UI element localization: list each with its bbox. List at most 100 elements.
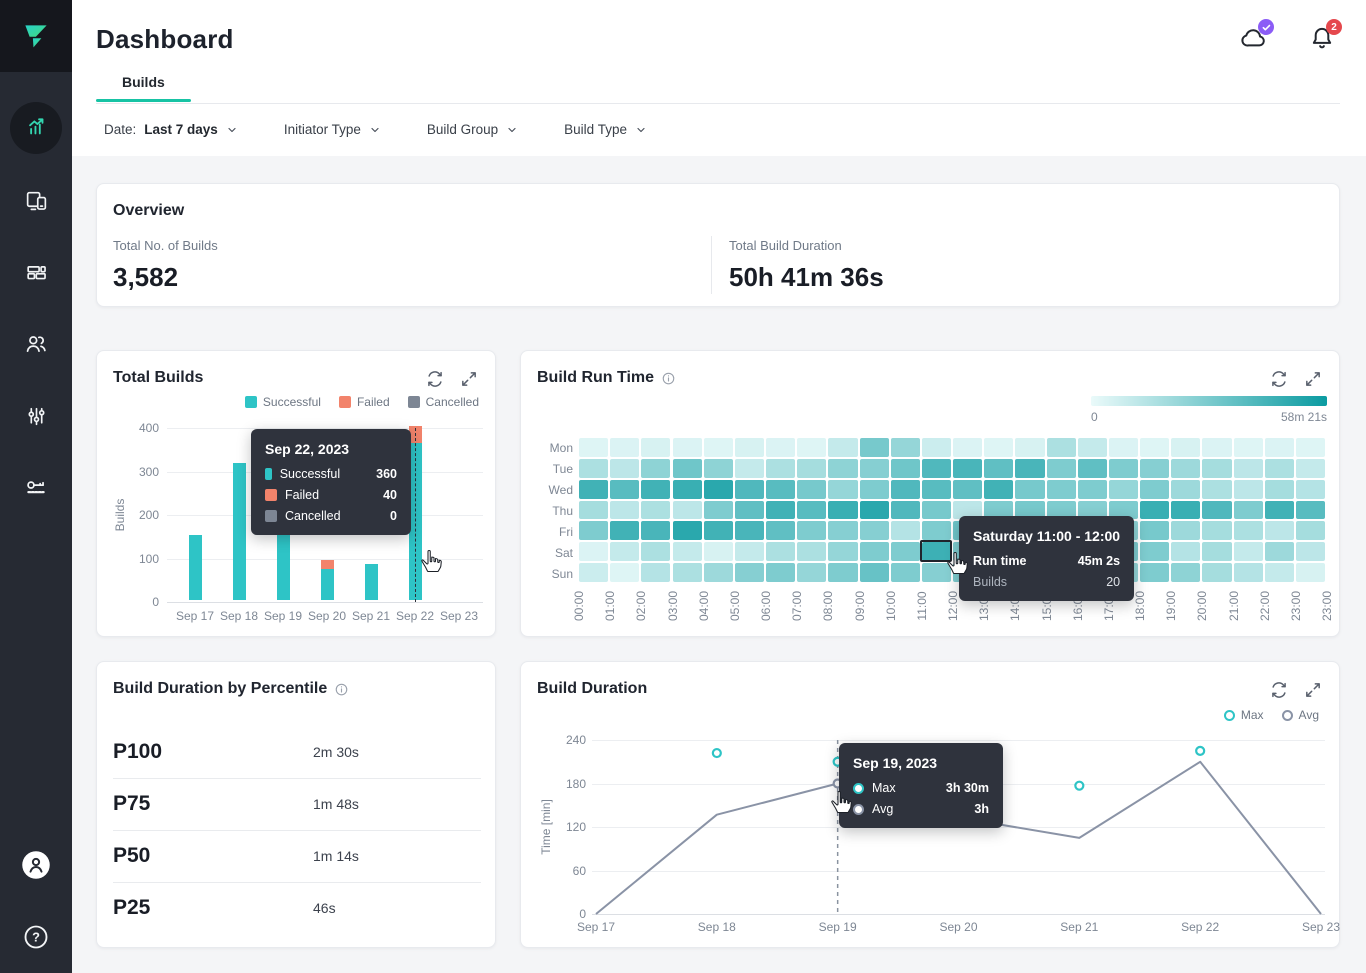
heat-cell[interactable] bbox=[579, 521, 609, 541]
heat-cell[interactable] bbox=[859, 479, 889, 499]
heat-cell[interactable] bbox=[703, 542, 733, 562]
max-point[interactable] bbox=[711, 747, 722, 759]
heat-cell[interactable] bbox=[1264, 542, 1294, 562]
max-point[interactable] bbox=[1074, 780, 1085, 791]
heat-cell[interactable] bbox=[641, 542, 671, 562]
heat-cell[interactable] bbox=[797, 458, 827, 478]
heat-cell[interactable] bbox=[703, 563, 733, 583]
heat-cell[interactable] bbox=[734, 458, 765, 478]
expand-icon[interactable] bbox=[459, 369, 479, 389]
heat-cell[interactable] bbox=[1295, 542, 1326, 562]
heat-cell[interactable] bbox=[579, 542, 609, 562]
heat-cell[interactable] bbox=[766, 438, 796, 457]
heat-cell[interactable] bbox=[921, 500, 952, 520]
heat-cell[interactable] bbox=[797, 479, 827, 499]
heat-cell[interactable] bbox=[984, 479, 1014, 499]
heat-cell[interactable] bbox=[890, 438, 920, 457]
heat-cell[interactable] bbox=[1171, 542, 1201, 562]
heat-cell[interactable] bbox=[1140, 500, 1170, 520]
heat-cell[interactable] bbox=[1108, 500, 1139, 520]
heat-cell[interactable] bbox=[672, 479, 702, 499]
filter-build-group[interactable]: Build Group bbox=[427, 122, 518, 137]
heat-cell[interactable] bbox=[1015, 500, 1045, 520]
heat-cell[interactable] bbox=[859, 542, 889, 562]
heat-cell[interactable] bbox=[797, 563, 827, 583]
heat-cell[interactable] bbox=[1171, 438, 1201, 457]
tab-builds[interactable]: Builds bbox=[96, 74, 191, 102]
heat-cell[interactable] bbox=[859, 438, 889, 457]
heat-cell[interactable] bbox=[1046, 458, 1076, 478]
bar-segment-failed[interactable] bbox=[320, 560, 334, 569]
heat-cell[interactable] bbox=[1046, 479, 1076, 499]
refresh-icon[interactable] bbox=[425, 369, 445, 389]
expand-icon[interactable] bbox=[1303, 369, 1323, 389]
heat-cell[interactable] bbox=[1077, 500, 1107, 520]
heat-cell[interactable] bbox=[1171, 521, 1201, 541]
heat-cell[interactable] bbox=[890, 500, 920, 520]
heat-cell[interactable] bbox=[1202, 500, 1232, 520]
heat-cell[interactable] bbox=[1233, 458, 1263, 478]
heat-cell[interactable] bbox=[1077, 479, 1107, 499]
heat-cell[interactable] bbox=[672, 563, 702, 583]
heat-cell[interactable] bbox=[984, 500, 1014, 520]
heat-cell[interactable] bbox=[828, 500, 858, 520]
sidebar-item-api-keys[interactable] bbox=[0, 452, 72, 524]
heat-cell[interactable] bbox=[828, 542, 858, 562]
heat-cell[interactable] bbox=[766, 521, 796, 541]
bar-segment-successful[interactable] bbox=[188, 534, 202, 600]
heat-cell[interactable] bbox=[1202, 521, 1232, 541]
bar-segment-successful[interactable] bbox=[320, 568, 334, 600]
heat-cell[interactable] bbox=[890, 563, 920, 583]
sidebar-item-dashboard[interactable] bbox=[0, 92, 72, 164]
heat-cell[interactable] bbox=[921, 438, 952, 457]
heat-cell[interactable] bbox=[953, 438, 983, 457]
heat-cell[interactable] bbox=[828, 521, 858, 541]
heat-cell[interactable] bbox=[1264, 479, 1294, 499]
heat-cell[interactable] bbox=[672, 542, 702, 562]
sidebar-item-board[interactable] bbox=[0, 236, 72, 308]
heat-cell[interactable] bbox=[734, 521, 765, 541]
heat-cell[interactable] bbox=[1140, 458, 1170, 478]
heat-cell[interactable] bbox=[703, 479, 733, 499]
heat-cell[interactable] bbox=[579, 479, 609, 499]
heat-cell[interactable] bbox=[1140, 563, 1170, 583]
heat-cell[interactable] bbox=[1171, 563, 1201, 583]
heat-cell[interactable] bbox=[766, 458, 796, 478]
heat-cell[interactable] bbox=[672, 458, 702, 478]
sidebar-item-help[interactable]: ? bbox=[0, 901, 72, 973]
info-icon[interactable] bbox=[661, 371, 676, 386]
heat-cell[interactable] bbox=[1295, 563, 1326, 583]
heat-cell[interactable] bbox=[1264, 521, 1294, 541]
heat-cell[interactable] bbox=[579, 563, 609, 583]
max-point[interactable] bbox=[1195, 745, 1206, 756]
bar-segment-successful[interactable] bbox=[364, 564, 378, 600]
heat-cell[interactable] bbox=[1140, 521, 1170, 541]
sidebar-item-devices[interactable] bbox=[0, 164, 72, 236]
filter-build-type[interactable]: Build Type bbox=[564, 122, 647, 137]
heat-cell[interactable] bbox=[1295, 521, 1326, 541]
heat-cell[interactable] bbox=[1264, 458, 1294, 478]
heat-cell[interactable] bbox=[641, 500, 671, 520]
heat-cell[interactable] bbox=[1295, 438, 1326, 457]
heat-cell[interactable] bbox=[579, 500, 609, 520]
heat-cell[interactable] bbox=[1140, 542, 1170, 562]
heat-cell[interactable] bbox=[610, 563, 640, 583]
heat-cell[interactable] bbox=[1233, 500, 1263, 520]
heat-cell[interactable] bbox=[1046, 500, 1076, 520]
heat-cell[interactable] bbox=[610, 479, 640, 499]
heat-cell[interactable] bbox=[641, 458, 671, 478]
heat-cell[interactable] bbox=[1233, 521, 1263, 541]
heat-cell[interactable] bbox=[610, 521, 640, 541]
heat-cell[interactable] bbox=[1077, 458, 1107, 478]
heat-cell[interactable] bbox=[1171, 458, 1201, 478]
heat-cell[interactable] bbox=[703, 458, 733, 478]
heat-cell[interactable] bbox=[797, 521, 827, 541]
heat-cell[interactable] bbox=[828, 563, 858, 583]
heat-cell[interactable] bbox=[953, 479, 983, 499]
sidebar-item-users[interactable] bbox=[0, 308, 72, 380]
heat-cell[interactable] bbox=[828, 438, 858, 457]
heat-cell[interactable] bbox=[1202, 458, 1232, 478]
heat-cell[interactable] bbox=[672, 438, 702, 457]
heat-cell[interactable] bbox=[734, 542, 765, 562]
heat-cell[interactable] bbox=[921, 542, 952, 562]
